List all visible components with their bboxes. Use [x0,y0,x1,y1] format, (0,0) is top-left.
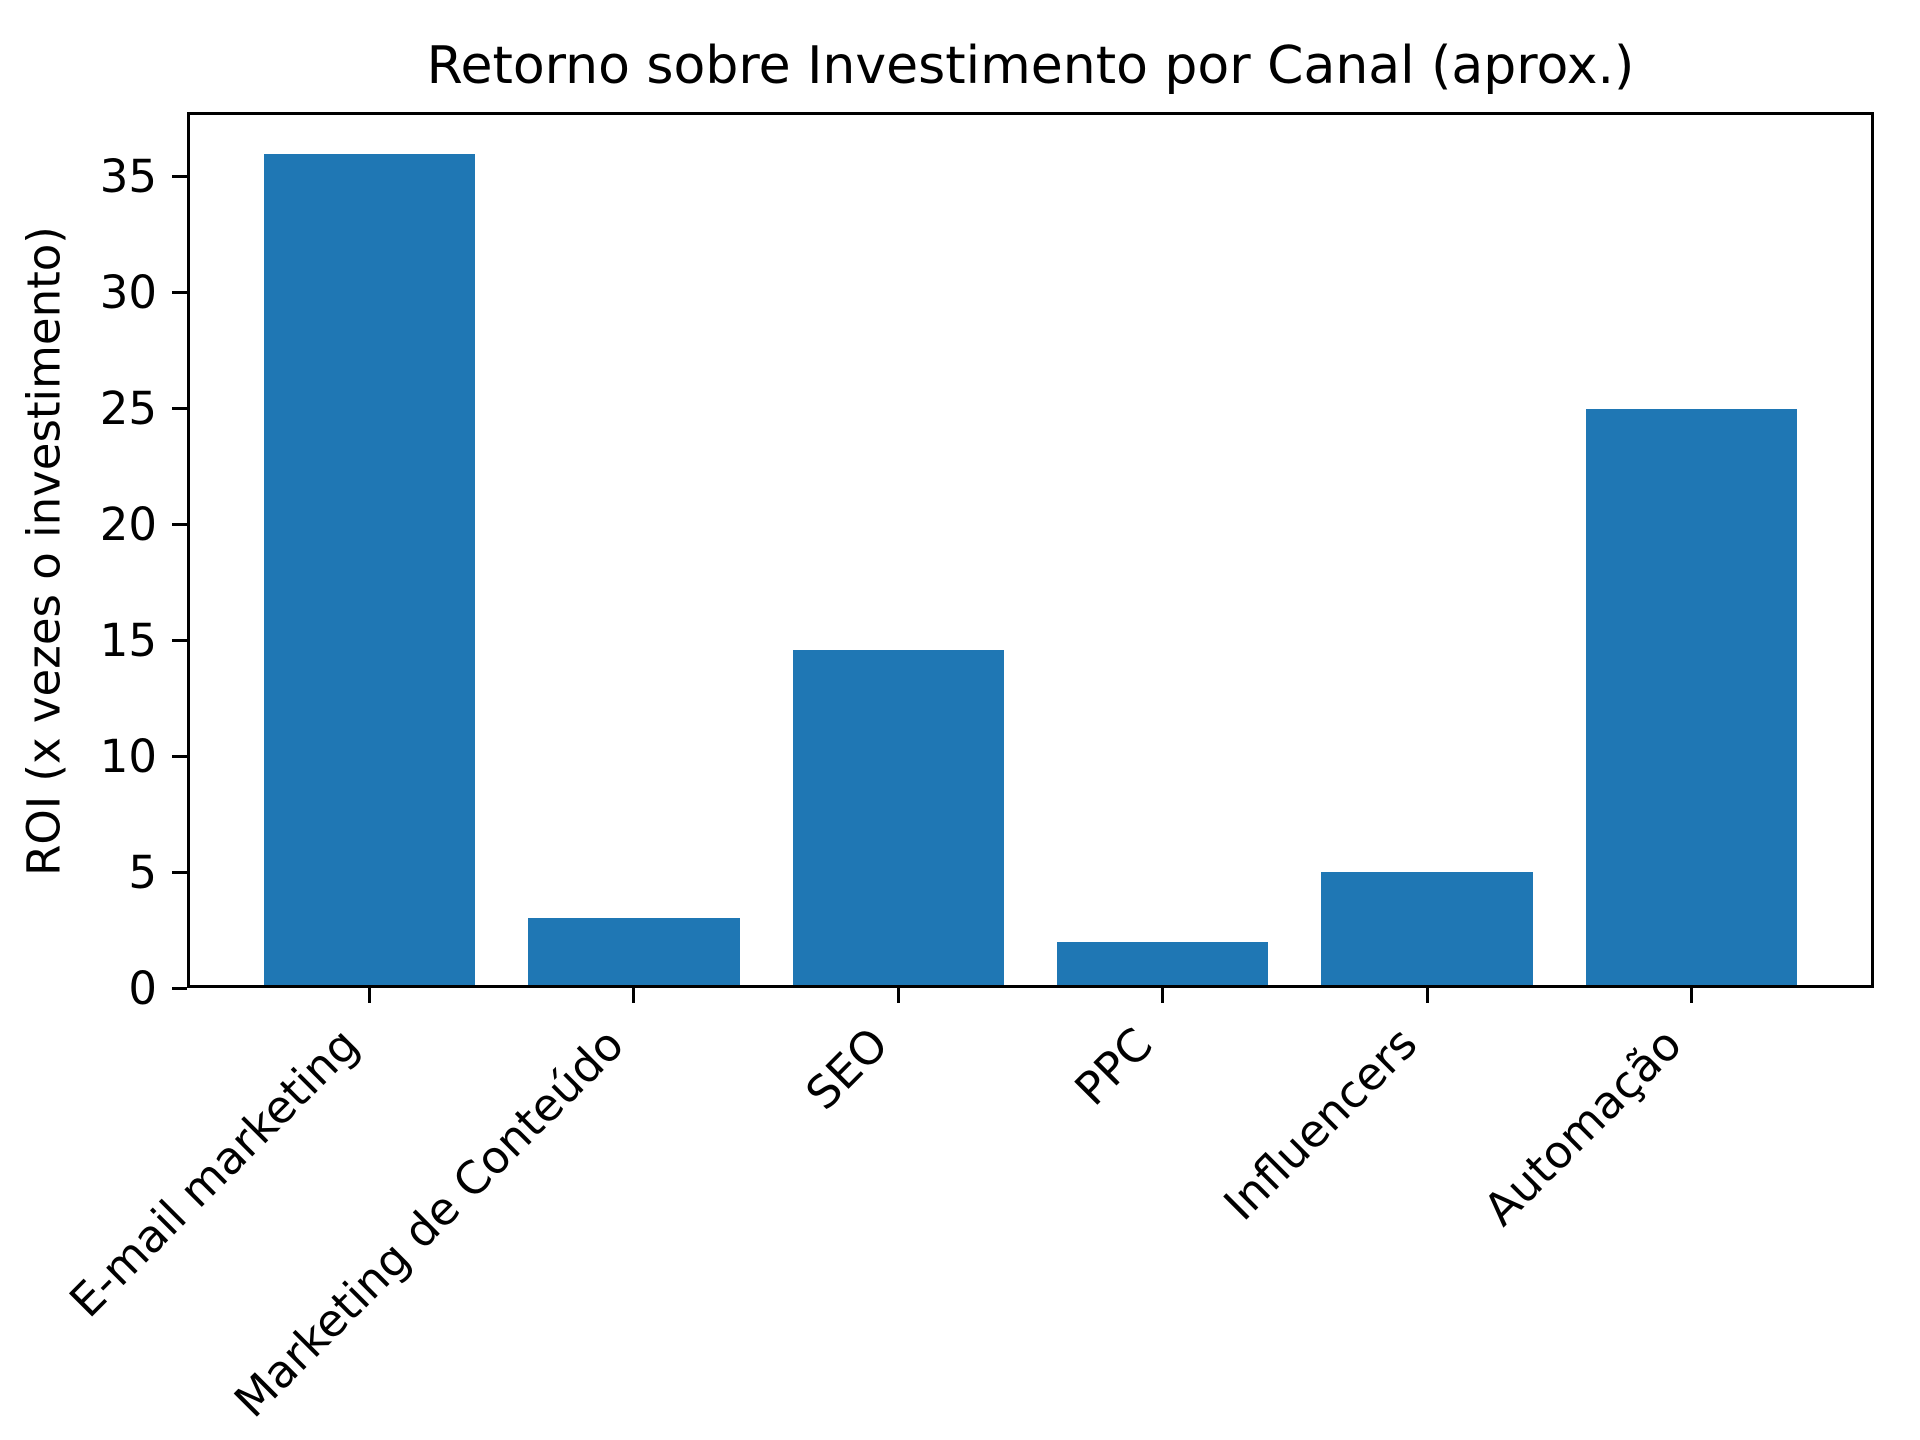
y-tick-mark [172,754,187,758]
y-tick-mark [172,638,187,642]
chart-title: Retorno sobre Investimento por Canal (ap… [426,36,1635,96]
y-tick-label: 35 [99,150,157,204]
bar-marketing-de-conte-do [528,918,740,988]
y-tick-mark [172,986,187,990]
x-tick-label: Automação [1473,1017,1692,1236]
y-tick-label: 0 [128,961,157,1015]
bar-automa-o [1585,408,1798,988]
plot-frame [187,112,1874,988]
y-tick-mark [172,407,187,411]
y-tick-mark [172,870,187,874]
x-tick-label: PPC [1064,1017,1163,1116]
y-tick-label: 25 [99,382,157,436]
x-tick-label: SEO [795,1017,899,1120]
y-tick-label: 30 [99,266,157,320]
y-tick-label: 15 [99,613,157,667]
x-tick-mark [367,988,371,1003]
y-tick-label: 5 [128,845,157,899]
x-tick-label: E-mail marketing [59,1017,370,1327]
bar-e-mail-marketing [263,153,476,988]
y-tick-label: 10 [99,729,157,783]
x-tick-mark [1161,988,1165,1003]
y-tick-mark [172,175,187,179]
x-tick-mark [1690,988,1694,1003]
x-tick-mark [1425,988,1429,1003]
x-tick-mark [896,988,900,1003]
bar-seo [792,649,1005,988]
bar-ppc [1056,941,1269,988]
y-tick-label: 20 [99,498,157,551]
y-tick-mark [172,523,187,526]
y-tick-mark [172,291,187,295]
bar-influencers [1321,872,1533,988]
x-tick-mark [632,988,636,1003]
x-tick-label: Influencers [1213,1017,1428,1231]
